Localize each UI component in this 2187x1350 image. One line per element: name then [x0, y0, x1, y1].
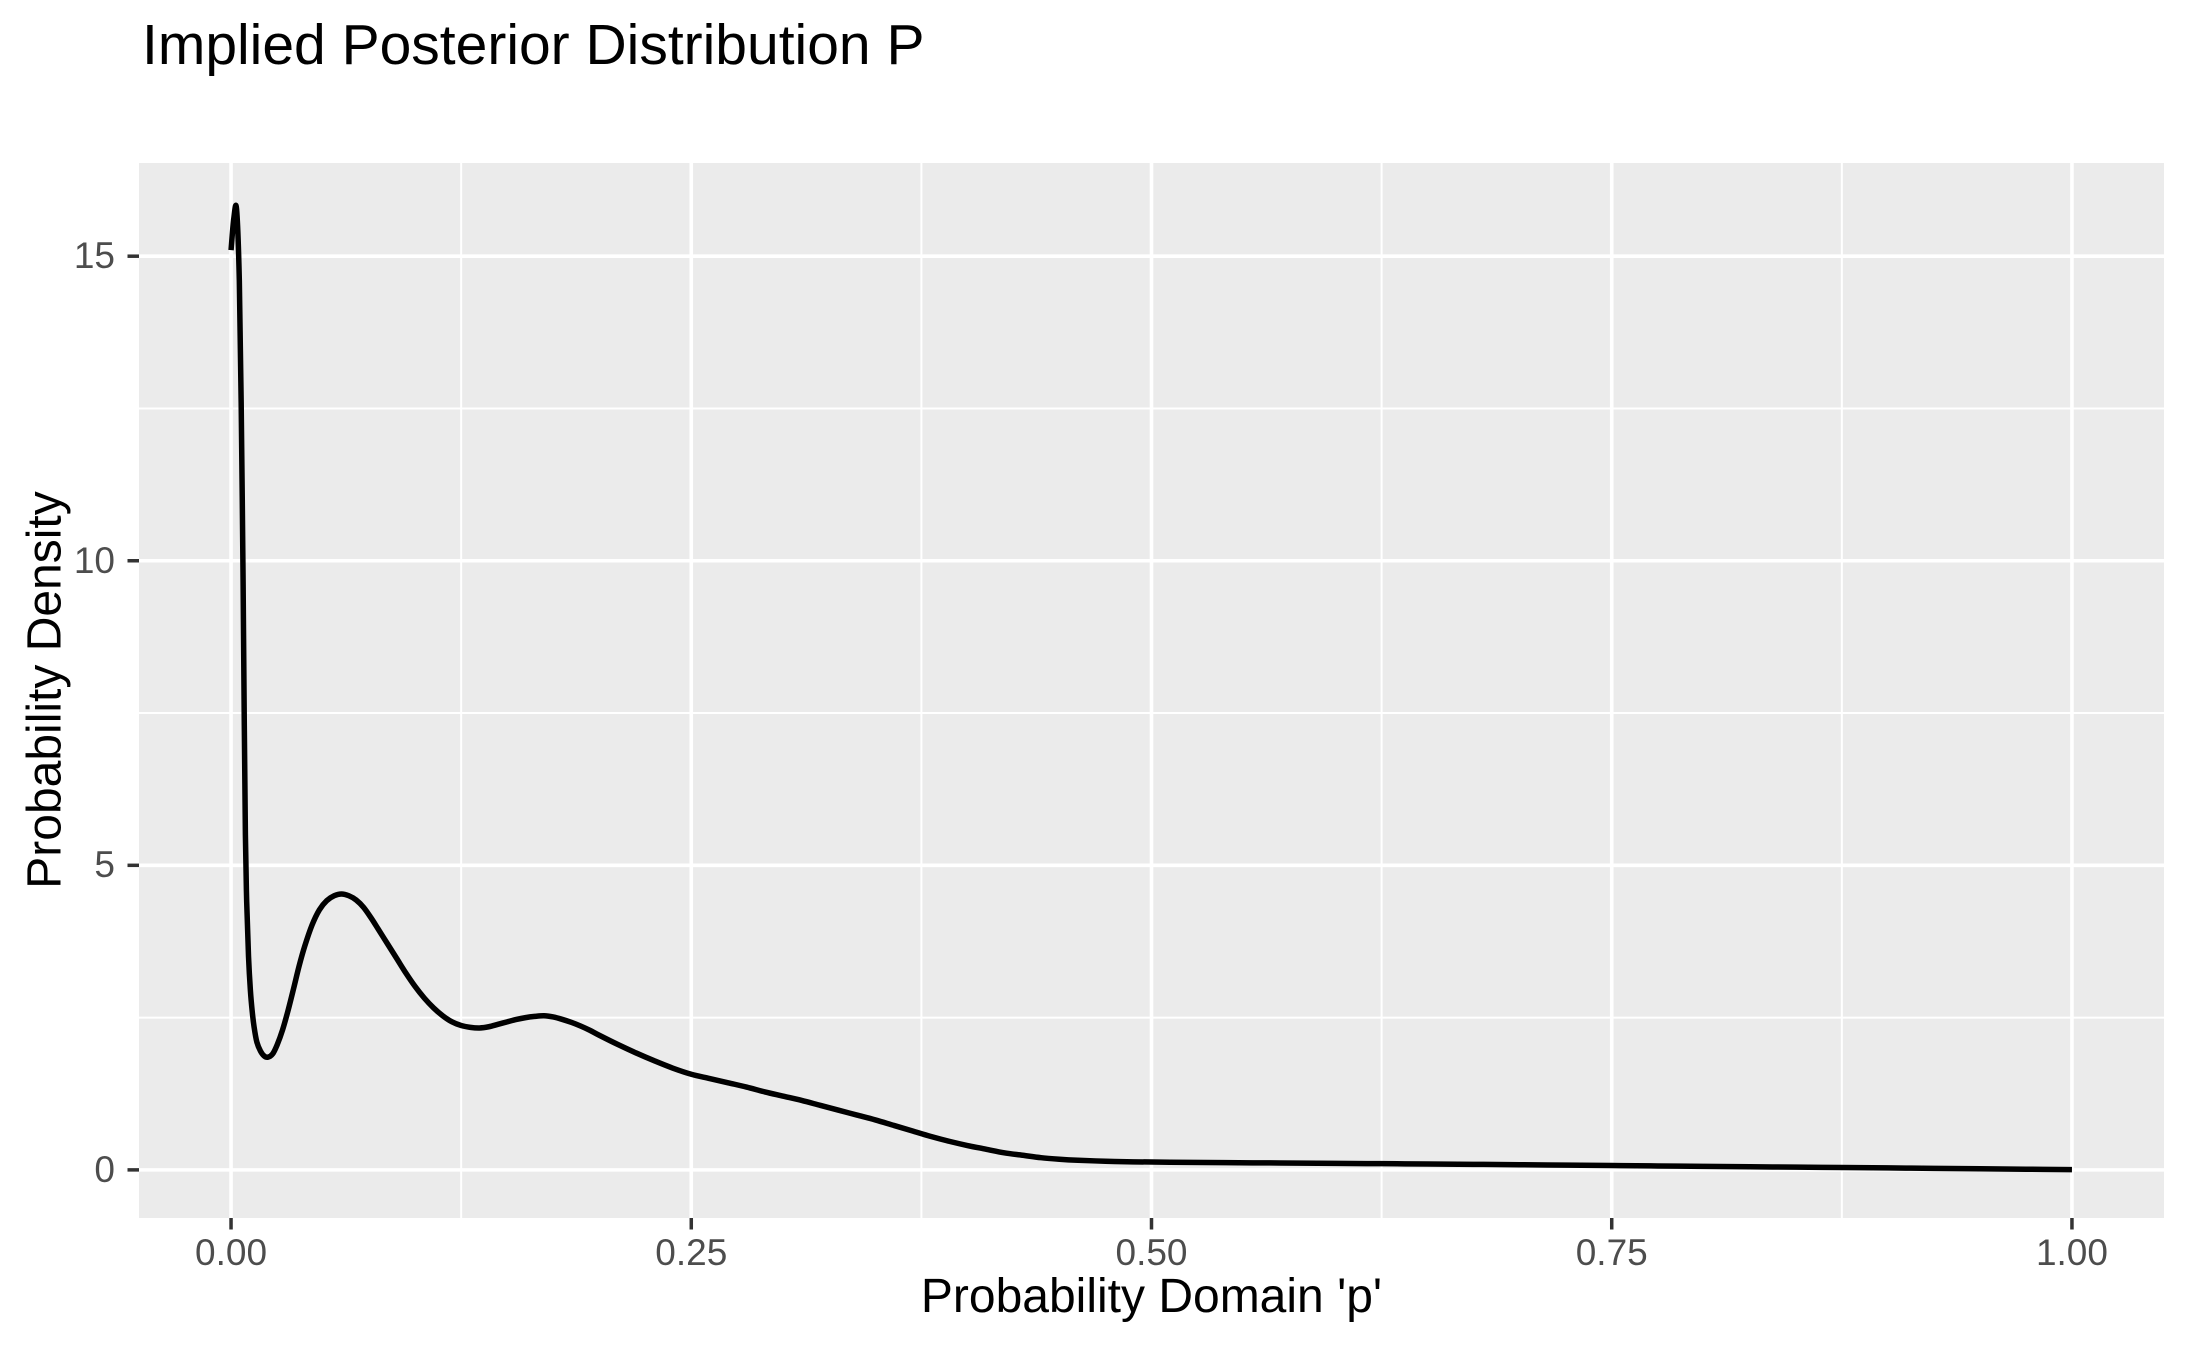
y-tick-label: 10 [73, 539, 115, 581]
x-tick-label: 0.75 [1575, 1232, 1648, 1273]
density-curve [228, 202, 2072, 1173]
axis-tick-marks [127, 254, 2074, 1230]
chart-title: Implied Posterior Distribution P [142, 13, 925, 77]
x-tick-label: 1.00 [2035, 1232, 2108, 1273]
y-tick-label: 5 [94, 844, 115, 886]
y-tick-label: 0 [94, 1148, 115, 1190]
x-axis-title: Probability Domain 'p' [920, 1270, 1383, 1323]
x-tick-label: 0.00 [195, 1232, 268, 1273]
grid-major-lines [139, 163, 2164, 1218]
x-tick-label: 0.25 [655, 1232, 728, 1273]
y-tick-label: 15 [73, 235, 115, 277]
x-tick-label: 0.50 [1115, 1232, 1188, 1273]
